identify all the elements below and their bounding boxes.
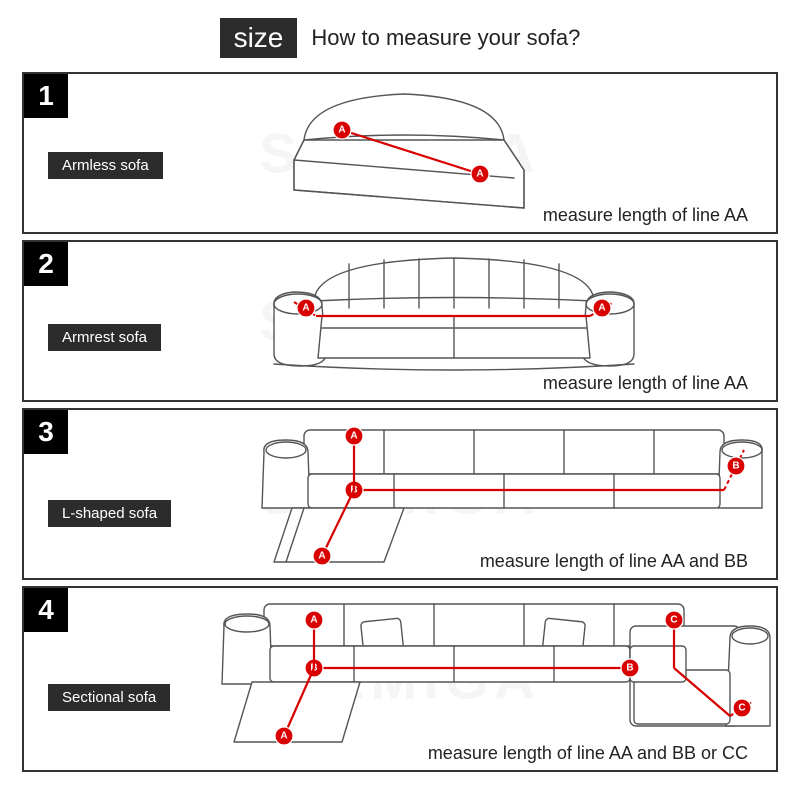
- sofa-type-label: Armrest sofa: [48, 324, 161, 351]
- panel-armless: 1 S-EMIGA Armless sofa A A measure lengt…: [22, 72, 778, 234]
- panel-sectional: 4 S-EMIGA Sectional sofa: [22, 586, 778, 772]
- measure-instruction: measure length of line AA and BB or CC: [428, 743, 748, 764]
- sectional-sofa-diagram: B B A A C C: [174, 590, 774, 765]
- sofa-type-label: Sectional sofa: [48, 684, 170, 711]
- marker-a: A: [598, 303, 605, 314]
- sofa-type-label: L-shaped sofa: [48, 500, 171, 527]
- marker-a: A: [310, 615, 317, 626]
- panel-lshaped: 3 S-EMIGA L-shaped sofa: [22, 408, 778, 580]
- lshaped-sofa-diagram: B B A A: [204, 412, 764, 572]
- marker-a: A: [476, 169, 483, 180]
- marker-a: A: [318, 551, 325, 562]
- measure-instruction: measure length of line AA: [543, 205, 748, 226]
- sofa-type-label: Armless sofa: [48, 152, 163, 179]
- header: size How to measure your sofa?: [0, 0, 800, 72]
- panels-container: 1 S-EMIGA Armless sofa A A measure lengt…: [0, 72, 800, 784]
- marker-a: A: [350, 431, 357, 442]
- measure-instruction: measure length of line AA and BB: [480, 551, 748, 572]
- step-number: 4: [24, 588, 68, 632]
- marker-c: C: [670, 615, 677, 626]
- measure-instruction: measure length of line AA: [543, 373, 748, 394]
- marker-b: B: [732, 461, 739, 472]
- marker-b: B: [626, 663, 633, 674]
- marker-c: C: [738, 703, 745, 714]
- marker-a: A: [280, 731, 287, 742]
- header-question: How to measure your sofa?: [311, 25, 580, 51]
- marker-a: A: [302, 303, 309, 314]
- marker-a: A: [338, 125, 345, 136]
- step-number: 2: [24, 242, 68, 286]
- armless-sofa-diagram: A A: [264, 80, 544, 230]
- step-number: 3: [24, 410, 68, 454]
- step-number: 1: [24, 74, 68, 118]
- panel-armrest: 2 S-EMIGA Armrest sofa: [22, 240, 778, 402]
- size-badge: size: [220, 18, 298, 58]
